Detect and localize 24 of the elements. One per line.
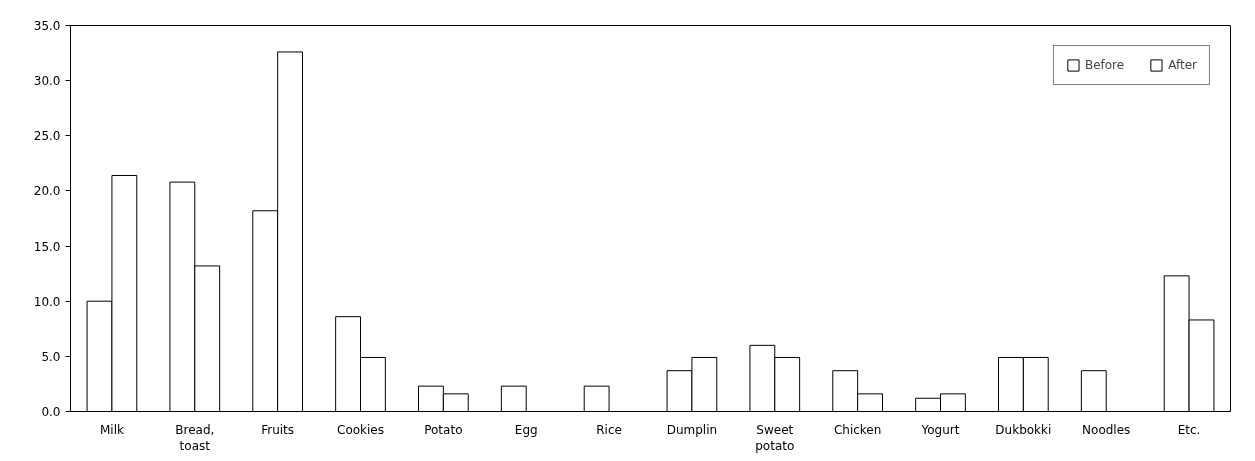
x-tick-label: Milk: [99, 422, 124, 437]
x-tick-label: Sweet potato: [755, 422, 795, 454]
y-tick-label: 35.0: [33, 19, 61, 33]
y-tick-label: 15.0: [33, 239, 61, 254]
y-tick-label: 0.0: [41, 405, 61, 419]
x-tick-label: Noodles: [1082, 422, 1131, 437]
x-tick-label: Etc.: [1177, 422, 1201, 437]
legend-label: Before: [1084, 58, 1125, 72]
x-tick-label: Bread, toast: [175, 422, 215, 454]
x-tick-label: Potato: [424, 422, 463, 437]
legend-label: After: [1168, 58, 1197, 72]
y-tick-label: 10.0: [33, 294, 61, 309]
x-tick-label: Rice: [596, 422, 622, 437]
y-tick-label: 25.0: [33, 129, 61, 144]
y-tick-label: 20.0: [33, 184, 61, 199]
x-tick-label: Cookies: [337, 422, 384, 437]
x-tick-label: Chicken: [833, 422, 882, 437]
x-tick-label: Fruits: [261, 422, 295, 437]
x-tick-label: Dumplin: [666, 422, 718, 437]
y-tick-label: 5.0: [41, 349, 61, 364]
y-tick-label: 30.0: [33, 74, 61, 89]
x-tick-label: Yogurt: [920, 422, 960, 437]
x-tick-label: Egg: [514, 422, 538, 437]
x-tick-label: Dukbokki: [995, 422, 1052, 437]
